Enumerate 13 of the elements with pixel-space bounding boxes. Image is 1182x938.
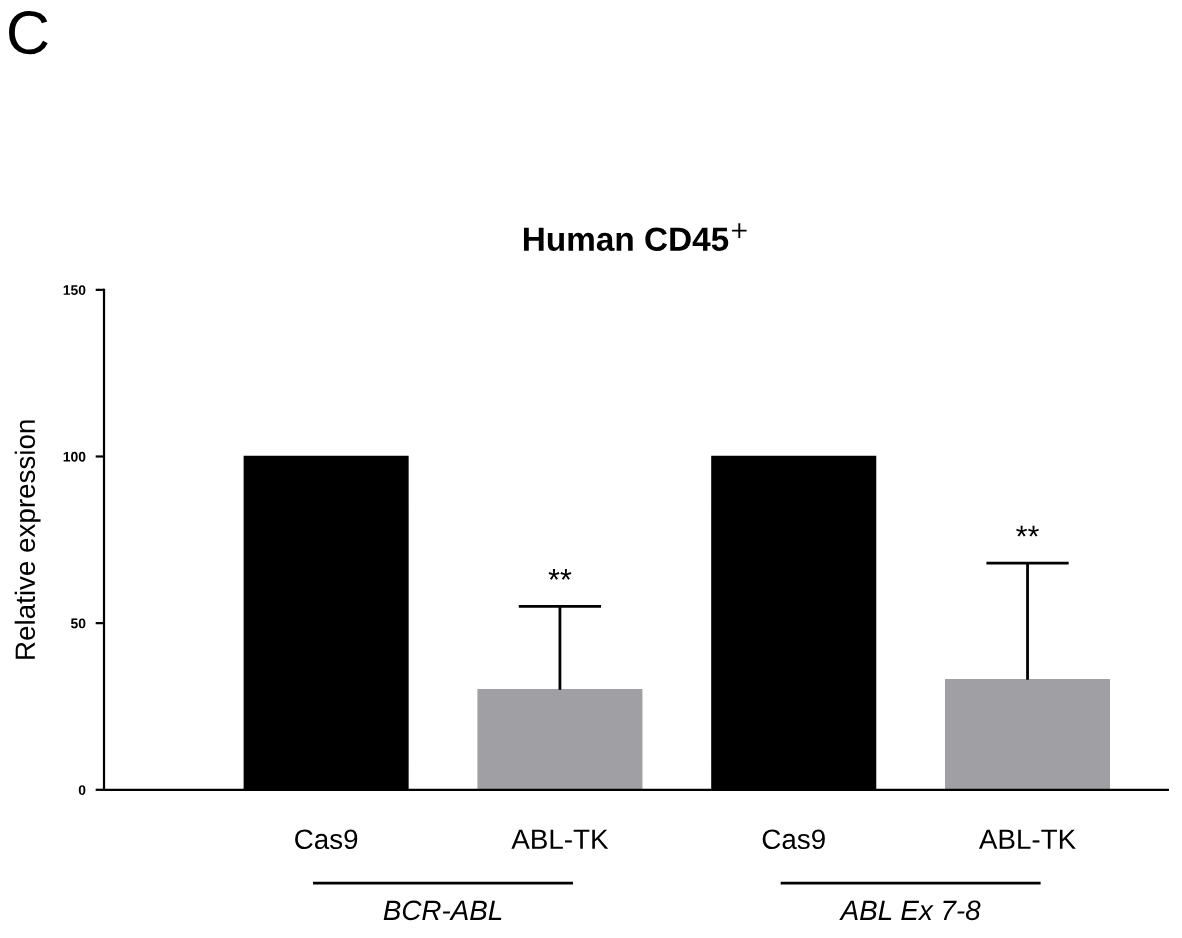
- bar: [945, 679, 1111, 790]
- x-tick-label: ABL-TK: [511, 829, 609, 849]
- x-tick-label: Cas9: [762, 829, 825, 850]
- x-tick-label: Cas9: [295, 829, 358, 850]
- x-tick-label: ABL-TK: [978, 829, 1076, 849]
- text: BCR-ABL: [383, 900, 502, 921]
- chart-title: Human CD45$^{+}$: [523, 223, 747, 252]
- bar: [477, 689, 643, 790]
- text: ABL Ex 7-8: [839, 900, 981, 921]
- annotation: **: [1016, 525, 1039, 537]
- annotation: **: [548, 569, 572, 580]
- y-axis-title: Relative expression: [14, 420, 41, 659]
- text: C: [9, 10, 48, 55]
